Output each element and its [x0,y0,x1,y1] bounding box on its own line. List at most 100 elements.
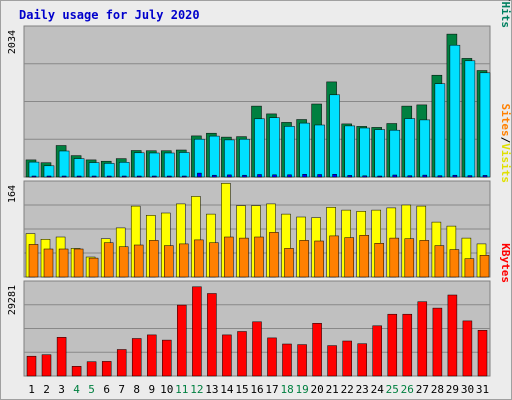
x-tick-label: 12 [190,383,203,396]
kbytes-bar [327,345,337,377]
x-tick-label: 25 [386,383,399,396]
kbytes-bar [41,354,52,377]
files-bar [239,138,250,178]
x-tick-label: 15 [235,383,248,396]
files-bar [359,127,370,178]
x-tick-label: 10 [160,383,173,396]
pages-bar [212,174,217,178]
sites-bar [103,242,114,278]
sites-bar [479,255,490,278]
files-bar [149,152,160,178]
kbytes-bar [297,344,307,377]
files-bar [344,125,355,178]
pages-bar [61,175,67,178]
files-bar [194,138,205,178]
pages-bar [332,174,337,178]
kbytes-bar [282,343,292,377]
x-tick-label: 16 [250,383,263,396]
kbytes-bar [26,355,37,377]
kbytes-bar [207,293,217,377]
pages-bar [452,174,458,178]
pages-bar [437,175,443,178]
pages-bar [377,175,382,178]
kbytes-bar [267,337,277,377]
y-max-label: 164 [7,185,18,203]
files-bar [118,162,130,178]
kbytes-bar [101,361,112,377]
pages-bar [31,175,37,178]
files-bar [479,72,491,178]
pages-bar [257,174,262,178]
kbytes-bar [237,331,247,377]
kbytes-bar [162,339,172,377]
x-tick-label: 13 [205,383,218,396]
files-bar [179,152,190,178]
y-max-label: 2034 [7,30,18,54]
pages-bar [167,175,172,178]
sites-bar [389,237,400,278]
legend-separator: / [499,0,512,2]
kbytes-bar [116,349,127,377]
files-bar [73,158,85,178]
x-tick-label: 6 [103,383,110,396]
files-bar [103,163,115,178]
kbytes-bar [357,343,367,377]
files-bar [133,152,145,178]
x-tick-label: 3 [58,383,65,396]
pages-bar [407,175,413,178]
kbytes-bar [312,323,322,377]
pages-bar [91,175,97,178]
legend-label: Pages/Files/Hits [499,0,512,28]
pages-bar [136,175,142,178]
x-tick-label: 19 [295,383,308,396]
sites-bar [194,239,204,278]
files-bar [419,119,431,178]
x-tick-label: 22 [341,383,354,396]
kbytes-bar [477,330,488,377]
x-tick-label: 26 [401,383,414,396]
kbytes-bar [222,334,232,377]
x-tick-label: 14 [220,383,234,396]
pages-bar [152,175,157,178]
files-bar [374,129,385,178]
sites-bar [73,248,84,278]
kbytes-bar [177,304,187,377]
pages-bar [76,175,82,178]
sites-bar [269,232,279,278]
kbytes-bar [86,361,97,377]
x-tick-label: 9 [148,383,155,396]
sites-bar [239,237,249,278]
files-bar [284,126,295,178]
x-tick-label: 20 [310,383,323,396]
sites-bar [374,243,384,278]
sites-bar [209,242,219,278]
pages-bar [227,174,232,178]
sites-bar [179,243,189,278]
pages-bar [467,175,473,178]
chart-title: Daily usage for July 2020 [19,8,200,22]
x-tick-label: 27 [416,383,429,396]
files-bar [404,118,416,178]
x-tick-label: 31 [476,383,489,396]
sites-bar [224,236,234,278]
x-tick-label: 29 [446,383,459,396]
pages-bar [121,175,127,178]
sites-bar [359,235,369,278]
kbytes-bar [342,340,352,377]
x-tick-label: 11 [175,383,188,396]
kbytes-bar [192,286,202,377]
kbytes-bar [462,320,473,377]
sites-bar [404,238,415,278]
legend-kbytes: KBytes [499,243,512,283]
legend-separator: / [499,137,512,144]
pages-bar [392,174,398,178]
x-tick-label: 1 [28,383,35,396]
sites-bar [419,240,430,278]
y-max-label: 29281 [7,285,18,315]
pages-bar [272,174,277,178]
files-bar [329,94,340,178]
x-tick-label: 2 [43,383,50,396]
sites-bar [299,240,309,278]
sites-bar [254,236,264,278]
files-bar [389,129,401,178]
